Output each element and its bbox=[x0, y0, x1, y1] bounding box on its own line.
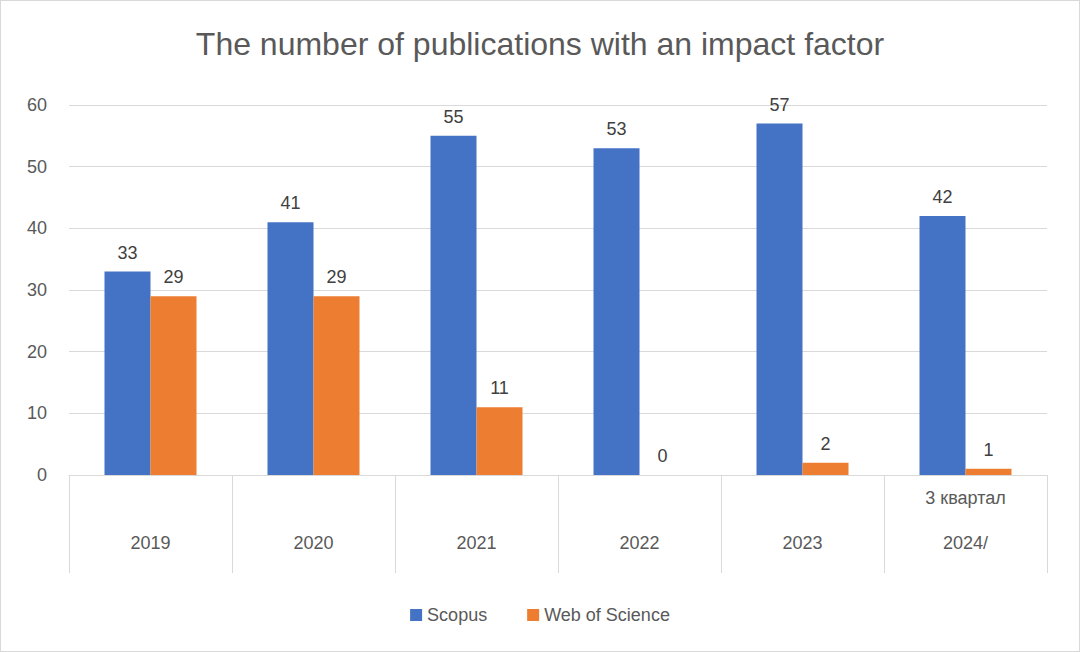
svg-text:40: 40 bbox=[27, 218, 47, 238]
svg-text:2022: 2022 bbox=[619, 533, 659, 553]
svg-text:0: 0 bbox=[37, 465, 47, 485]
svg-text:Web of Science: Web of Science bbox=[544, 605, 670, 625]
svg-text:42: 42 bbox=[932, 187, 952, 207]
svg-text:2020: 2020 bbox=[293, 533, 333, 553]
svg-text:30: 30 bbox=[27, 280, 47, 300]
svg-text:2023: 2023 bbox=[782, 533, 822, 553]
svg-text:20: 20 bbox=[27, 342, 47, 362]
svg-text:55: 55 bbox=[443, 107, 463, 127]
svg-text:11: 11 bbox=[490, 378, 509, 398]
svg-text:29: 29 bbox=[163, 267, 183, 287]
svg-text:53: 53 bbox=[606, 119, 626, 139]
svg-text:1: 1 bbox=[983, 440, 993, 460]
svg-text:3 квартал: 3 квартал bbox=[925, 488, 1005, 508]
svg-text:2024/: 2024/ bbox=[943, 533, 988, 553]
svg-text:2: 2 bbox=[820, 434, 830, 454]
svg-text:10: 10 bbox=[27, 403, 47, 423]
svg-text:57: 57 bbox=[769, 95, 789, 115]
svg-text:The number of publications wit: The number of publications with an impac… bbox=[196, 26, 885, 62]
svg-text:2021: 2021 bbox=[456, 533, 496, 553]
svg-text:Scopus: Scopus bbox=[427, 605, 487, 625]
svg-text:29: 29 bbox=[326, 267, 346, 287]
svg-text:2019: 2019 bbox=[130, 533, 170, 553]
svg-text:0: 0 bbox=[657, 446, 667, 466]
svg-text:60: 60 bbox=[27, 95, 47, 115]
svg-text:33: 33 bbox=[117, 243, 137, 263]
svg-text:50: 50 bbox=[27, 157, 47, 177]
svg-text:41: 41 bbox=[280, 193, 300, 213]
